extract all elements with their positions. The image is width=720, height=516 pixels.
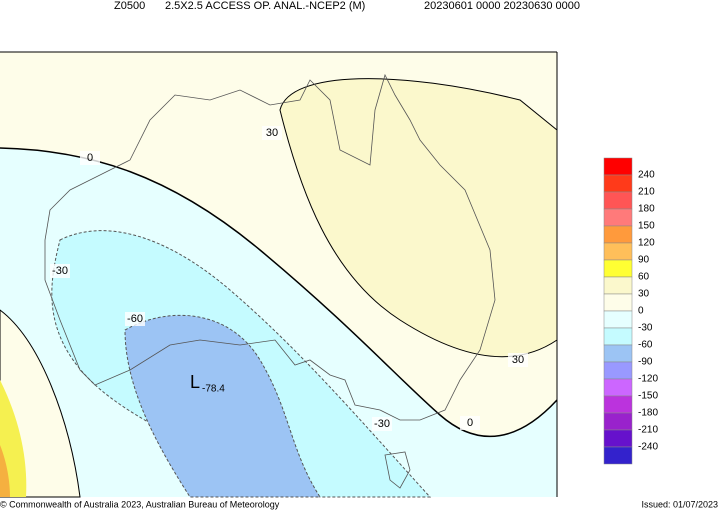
- legend-swatch: [603, 344, 633, 363]
- coastline-tasmania: [384, 451, 411, 489]
- contour-label: 30: [512, 354, 524, 366]
- region-above-30: [279, 78, 558, 358]
- legend-swatch: [603, 327, 633, 346]
- legend-label: 210: [638, 187, 655, 198]
- header-field: 20230601 0000 20230630 0000: [424, 0, 580, 12]
- contour-label-bg: [50, 264, 70, 278]
- legend-label: 0: [638, 306, 644, 317]
- legend-label: 120: [638, 238, 655, 249]
- legend-label: -90: [638, 357, 653, 368]
- legend-swatch: [603, 446, 633, 465]
- legend-label: -180: [638, 408, 658, 419]
- legend-swatch: [603, 310, 633, 329]
- legend-label: 240: [638, 170, 655, 181]
- contour-label-bg: [80, 151, 100, 165]
- contour-label: -30: [52, 265, 68, 277]
- legend-swatch: [603, 174, 633, 193]
- contour-label: 0: [87, 152, 93, 164]
- legend-swatch: [603, 208, 633, 227]
- legend-label: 30: [638, 289, 650, 300]
- legend-label: -210: [638, 425, 658, 436]
- region-below-60: [124, 314, 321, 498]
- legend-swatch: [603, 395, 633, 414]
- legend-label: -30: [638, 323, 653, 334]
- contour-0: [0, 147, 558, 438]
- legend-swatch: [603, 225, 633, 244]
- header-field: 2.5X2.5 ACCESS OP. ANAL.-NCEP2 (M): [165, 0, 365, 12]
- legend-label: -60: [638, 340, 653, 351]
- contour-label: 30: [266, 127, 278, 139]
- legend-label: -240: [638, 442, 658, 453]
- contour-label-bg: [125, 312, 145, 326]
- legend-label: 180: [638, 204, 655, 215]
- legend-swatch: [603, 276, 633, 295]
- legend-swatch: [603, 242, 633, 261]
- legend-swatch: [603, 378, 633, 397]
- coastline: [44, 73, 496, 421]
- legend-label: -150: [638, 391, 658, 402]
- legend-swatch: [603, 361, 633, 380]
- legend-swatch: [603, 259, 633, 278]
- header-field: Z0500: [114, 0, 145, 12]
- legend-swatch: [603, 412, 633, 431]
- legend-swatch: [603, 293, 633, 312]
- low-symbol: L: [190, 372, 200, 392]
- legend-label: 60: [638, 272, 650, 283]
- contour-label-bg: [262, 126, 282, 140]
- copyright: © Commonwealth of Australia 2023, Austra…: [0, 499, 280, 509]
- region-positive-90: [0, 445, 10, 497]
- legend-swatch: [603, 429, 633, 448]
- contour-label-bg: [372, 417, 392, 431]
- legend-swatch: [603, 157, 633, 176]
- contour-label: 0: [467, 417, 473, 429]
- contour-label-bg: [460, 416, 480, 430]
- contour-label: -60: [127, 313, 143, 325]
- legend-label: 90: [638, 255, 650, 266]
- map: [0, 51, 558, 498]
- contour-label: -30: [374, 418, 390, 430]
- legend-label: -120: [638, 374, 658, 385]
- contour-label-bg: [508, 353, 528, 367]
- low-value: -78.4: [202, 384, 225, 395]
- issued-date: Issued: 01/07/2023: [641, 499, 718, 509]
- legend-label: 150: [638, 221, 655, 232]
- legend-swatch: [603, 191, 633, 210]
